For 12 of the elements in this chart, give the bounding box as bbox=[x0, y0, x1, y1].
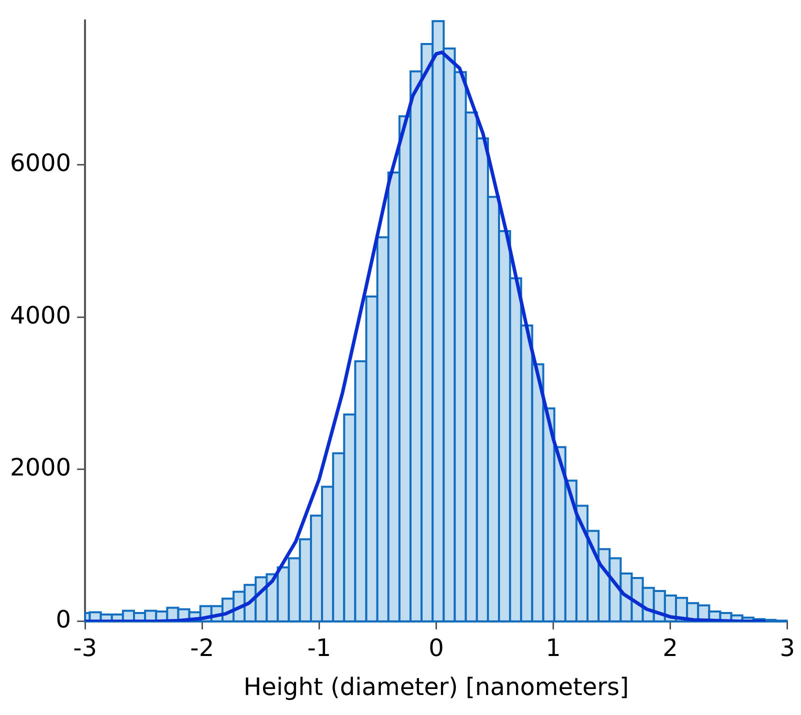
x-tick-label: 3 bbox=[780, 634, 796, 662]
y-tick-label: 4000 bbox=[10, 301, 72, 330]
x-axis-title: Height (diameter) [nanometers] bbox=[244, 672, 629, 701]
y-tick-label: 0 bbox=[56, 606, 72, 634]
x-tick-label: 2 bbox=[662, 634, 678, 662]
x-tick-label: -2 bbox=[190, 634, 214, 662]
x-tick-label: -3 bbox=[73, 634, 98, 662]
y-tick-label: 2000 bbox=[10, 453, 72, 482]
x-tick-label: 0 bbox=[428, 634, 444, 662]
x-tick-label: -1 bbox=[307, 634, 332, 662]
y-tick-label: 6000 bbox=[10, 149, 72, 178]
x-tick-label: 1 bbox=[546, 634, 561, 662]
